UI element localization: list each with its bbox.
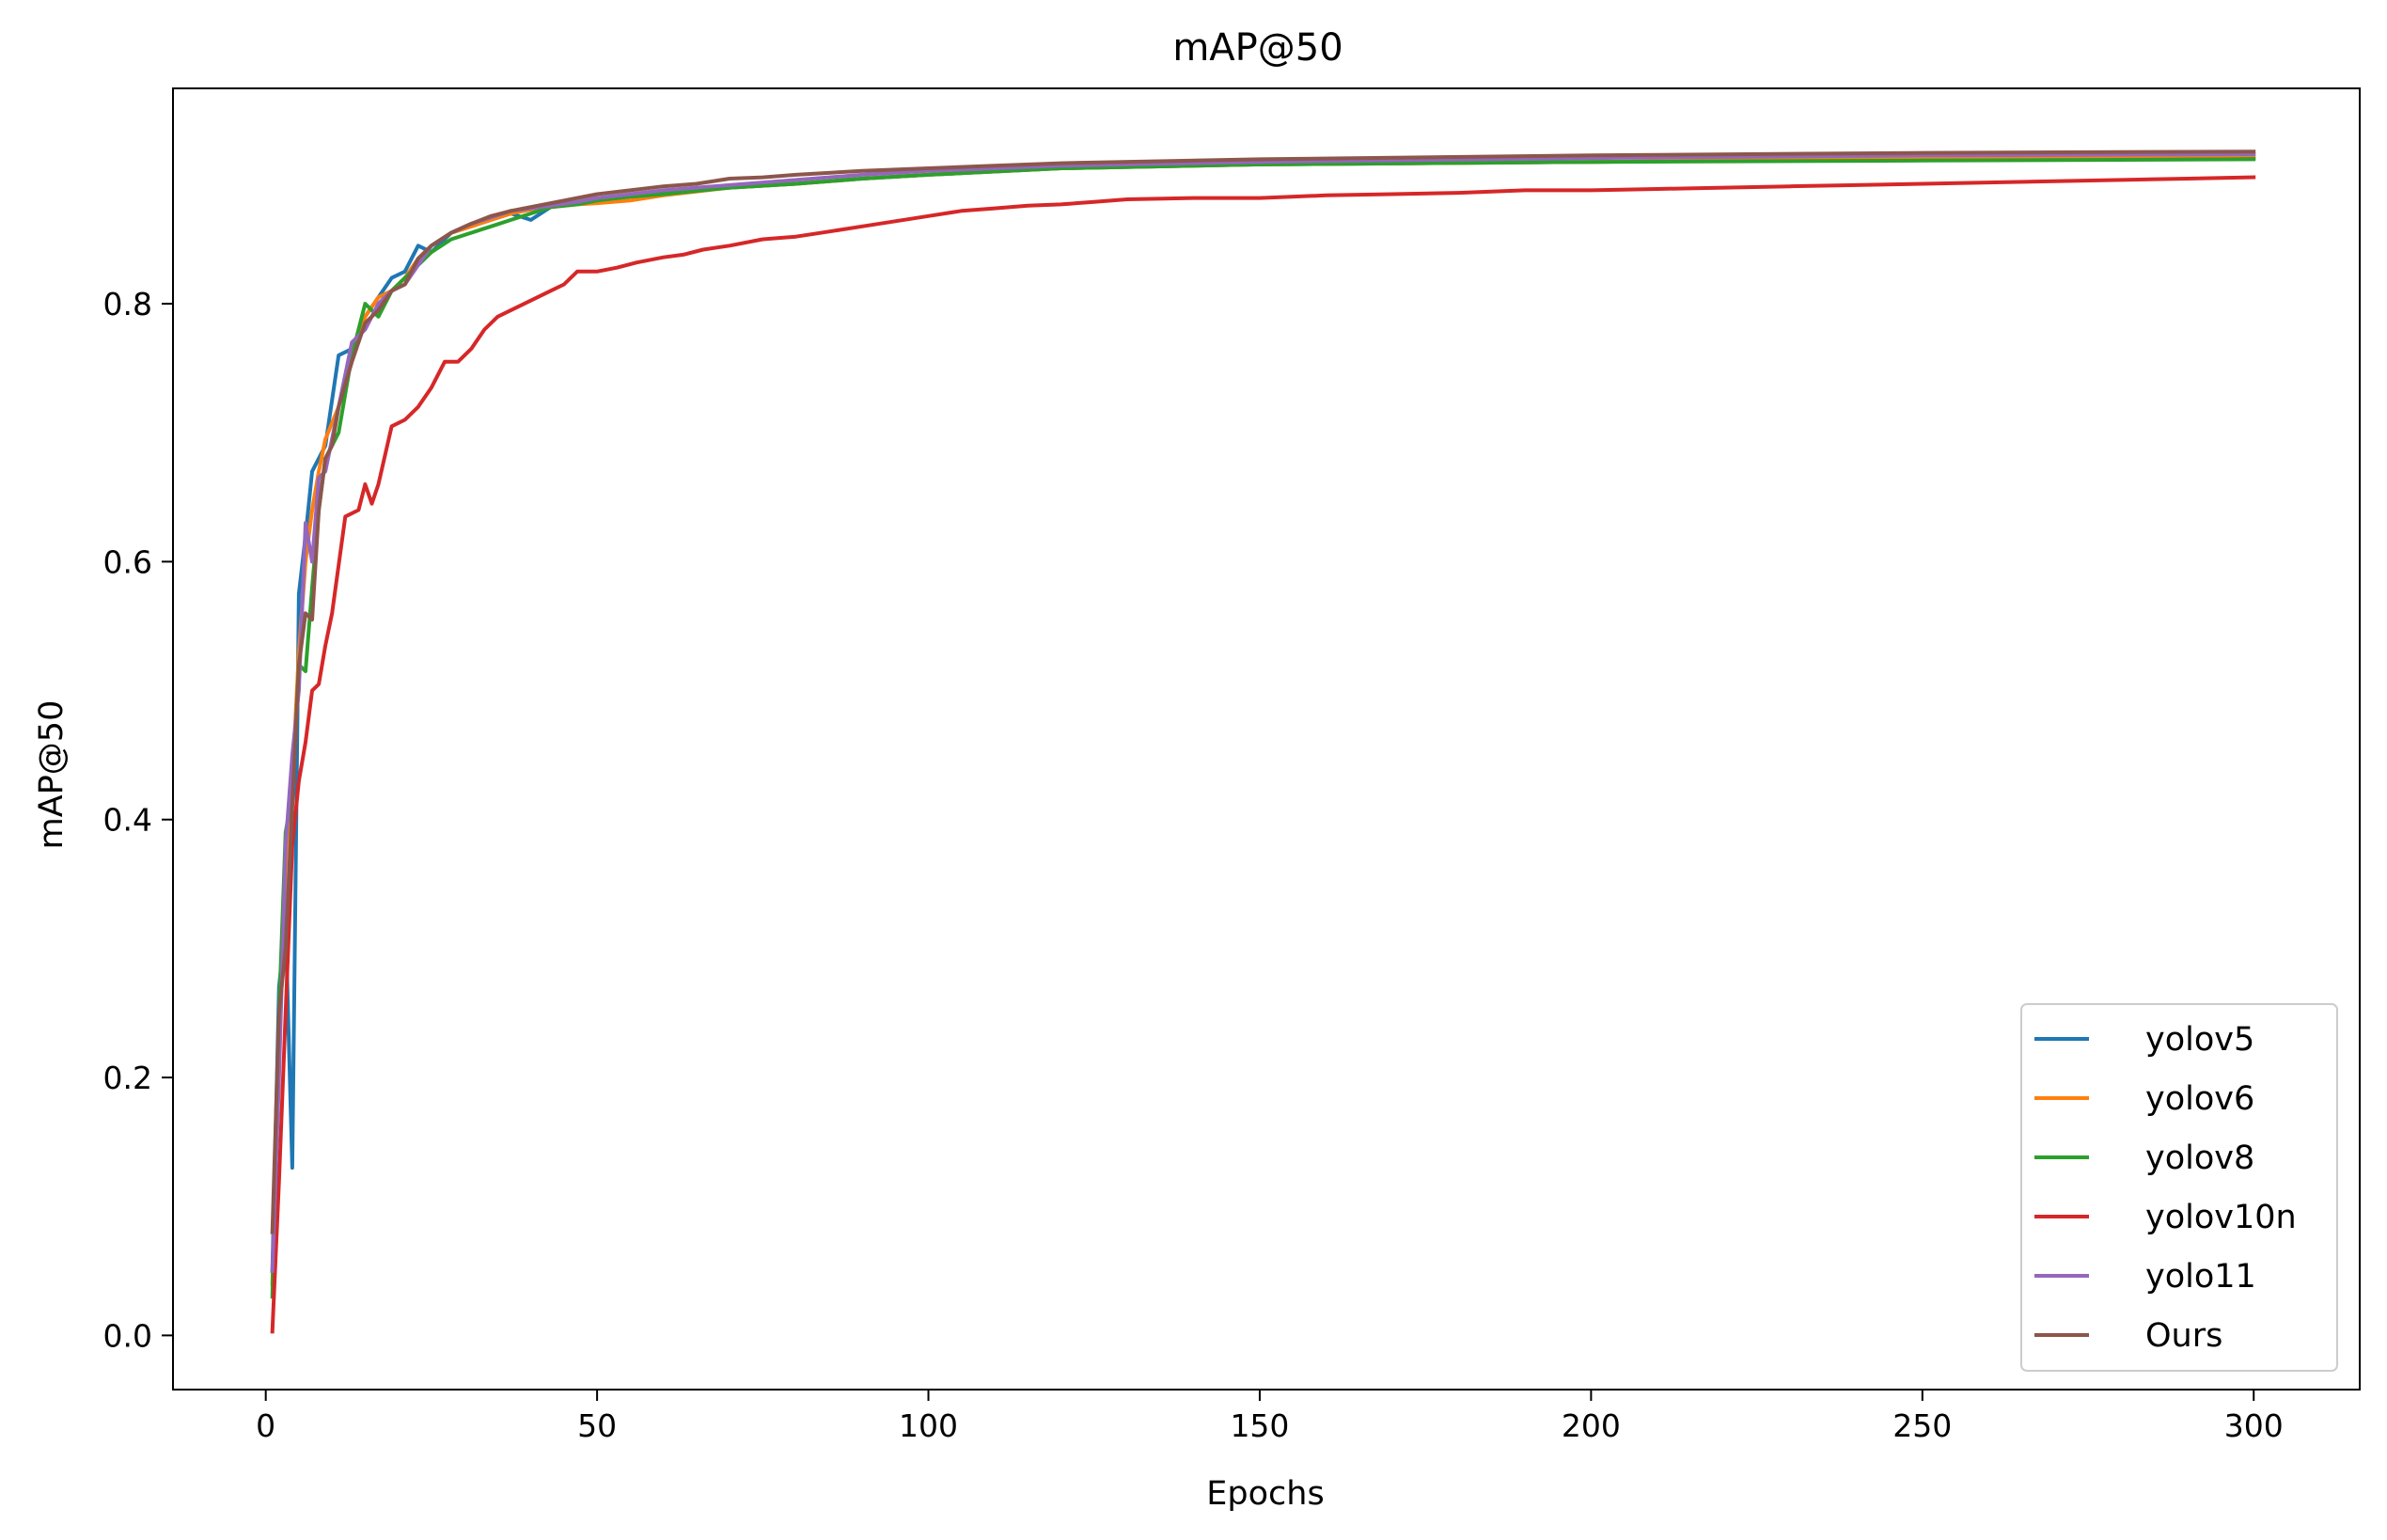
legend: yolov5 yolov6 yolov8 yolov10n yolo11 Ours [2020, 1003, 2338, 1372]
x-tick-label: 100 [899, 1407, 958, 1444]
chart-title: mAP@50 [1172, 26, 1343, 70]
x-tick-label: 200 [1562, 1407, 1621, 1444]
y-axis-label: mAP@50 [33, 700, 71, 850]
legend-label-yolov5: yolov5 [2145, 1021, 2254, 1059]
plot-frame [172, 87, 2361, 1391]
legend-label-yolov8: yolov8 [2145, 1139, 2254, 1177]
y-tick-label: 0.0 [103, 1317, 152, 1354]
x-tick-label: 300 [2224, 1407, 2284, 1444]
axes-layer: 0 50 100 150 200 250 300 0.0 0.2 0.4 0.6 0.8 [103, 87, 2361, 1444]
y-tick-label: 0.4 [103, 802, 152, 839]
series-layer [270, 149, 2256, 1334]
x-tick-label: 0 [256, 1407, 275, 1444]
x-tick-label: 50 [577, 1407, 617, 1444]
x-tick-label: 250 [1892, 1407, 1952, 1444]
y-tick-label: 0.8 [103, 286, 152, 322]
legend-label-Ours: Ours [2145, 1317, 2222, 1355]
series-line-yolov10n [270, 175, 2256, 1334]
series-line-yolov8 [270, 157, 2256, 1299]
legend-label-yolo11: yolo11 [2145, 1258, 2256, 1296]
x-tick-label: 150 [1230, 1407, 1289, 1444]
y-tick-label: 0.6 [103, 543, 152, 580]
legend-label-yolov10n: yolov10n [2145, 1199, 2297, 1236]
x-axis-label: Epochs [1206, 1475, 1324, 1513]
legend-label-yolov6: yolov6 [2145, 1080, 2254, 1118]
legend-box [2020, 1003, 2338, 1372]
series-line-Ours [270, 149, 2256, 1234]
y-tick-label: 0.2 [103, 1060, 152, 1096]
